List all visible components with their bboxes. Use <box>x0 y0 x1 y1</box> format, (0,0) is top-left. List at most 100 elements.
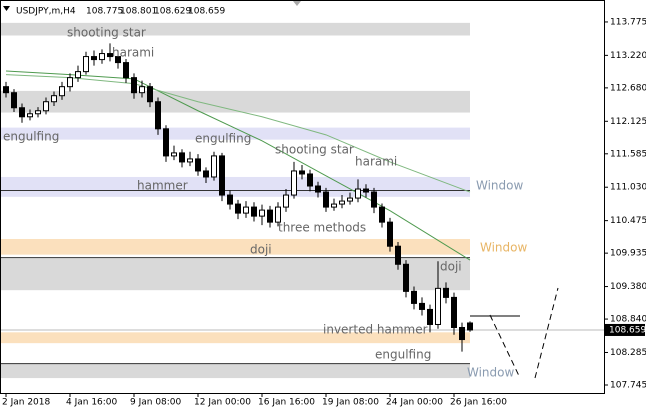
candle-body <box>451 296 457 328</box>
plot-frame <box>0 0 605 394</box>
candle-body <box>187 158 193 163</box>
x-tick-label: 26 Jan 16:00 <box>450 398 507 408</box>
candle-body <box>219 155 225 196</box>
candle-body <box>403 263 409 292</box>
candle-body <box>243 206 249 214</box>
candle-body <box>155 101 161 130</box>
y-tick-label: 108.285 <box>610 348 646 358</box>
candle-body <box>443 287 449 298</box>
x-tick-label: 4 Jan 16:00 <box>66 398 118 408</box>
x-tick-label: 2 Jan 2018 <box>2 398 50 408</box>
candle-body <box>59 86 65 97</box>
zone <box>0 238 470 255</box>
candle-body <box>435 287 441 325</box>
zone <box>0 176 470 197</box>
candle-body <box>331 203 337 208</box>
candle-body <box>235 203 241 214</box>
candle-body <box>107 53 113 58</box>
candle-body <box>363 188 369 193</box>
candle-body <box>371 191 377 208</box>
candle-body <box>275 206 281 223</box>
y-tick-label: 111.030 <box>610 183 646 193</box>
pattern-label: Window <box>480 241 528 255</box>
candle-body <box>283 194 289 208</box>
pattern-label: inverted hammer <box>323 323 428 337</box>
candle-body <box>251 206 257 217</box>
shift-marker <box>293 1 301 6</box>
candle-body <box>387 221 393 247</box>
candle-body <box>419 302 425 310</box>
candle-body <box>99 53 105 61</box>
candle-body <box>395 245 401 265</box>
zone <box>0 363 470 379</box>
pattern-label: doji <box>250 243 272 257</box>
moving-average <box>5 74 471 193</box>
pattern-label: Window <box>476 179 524 193</box>
x-tick-label: 19 Jan 08:00 <box>322 398 379 408</box>
candle-body <box>211 155 217 178</box>
price-label-box <box>605 323 645 336</box>
header-high: 108.801 <box>120 7 157 17</box>
candle-body <box>43 101 49 112</box>
candle-body <box>3 86 9 94</box>
zone <box>0 90 470 113</box>
y-tick-label: 110.475 <box>610 216 646 226</box>
candle-body <box>267 209 273 223</box>
candle-body <box>411 290 417 304</box>
pattern-label: hammer <box>137 179 188 193</box>
header: USDJPY,m,H4 108.775 108.801 108.629 108.… <box>3 6 225 17</box>
candle-body <box>75 71 81 79</box>
candle-body <box>195 158 201 172</box>
candle-body <box>323 191 329 208</box>
price-label: 108.659 <box>609 325 646 335</box>
y-tick-label: 112.125 <box>610 117 646 127</box>
pattern-label: Window <box>467 366 515 380</box>
candle-body <box>147 86 153 103</box>
candle-body <box>123 62 129 79</box>
candle-body <box>307 173 313 187</box>
zones <box>0 22 604 379</box>
candle-body <box>347 197 353 202</box>
candle-body <box>19 107 25 118</box>
header-close: 108.659 <box>188 7 225 17</box>
header-icon <box>3 6 10 11</box>
pattern-label: engulfing <box>3 130 59 144</box>
pattern-label: engulfing <box>375 348 431 362</box>
candle-body <box>355 188 361 199</box>
candle-body <box>467 322 473 331</box>
zone <box>0 22 470 36</box>
header-low: 108.629 <box>154 7 191 17</box>
candle-body <box>203 170 209 178</box>
y-tick-label: 111.585 <box>610 149 646 159</box>
x-tick-label: 9 Jan 08:00 <box>130 398 182 408</box>
candle-body <box>299 170 305 175</box>
y-tick-label: 113.775 <box>610 17 646 27</box>
x-tick-label: 16 Jan 16:00 <box>258 398 315 408</box>
candle-body <box>291 170 297 196</box>
candle-body <box>51 95 57 103</box>
projection-line <box>534 287 559 379</box>
candle-body <box>339 200 345 205</box>
pattern-label: shooting star <box>275 143 354 157</box>
candle-body <box>379 206 385 223</box>
candle-body <box>139 86 145 94</box>
y-tick-label: 109.935 <box>610 249 646 259</box>
candle-body <box>91 56 97 61</box>
candle-body <box>27 113 33 118</box>
candle-body <box>227 194 233 205</box>
plot <box>3 43 473 352</box>
candle-body <box>171 152 177 157</box>
pattern-label: harami <box>355 155 397 169</box>
y-tick-label: 107.745 <box>610 380 646 390</box>
zone <box>0 258 470 291</box>
candle-body <box>459 326 465 341</box>
x-tick-label: 12 Jan 00:00 <box>194 398 251 408</box>
header-open: 108.775 <box>86 7 123 17</box>
candle-body <box>67 77 73 88</box>
candle-body <box>115 56 121 64</box>
pattern-label: shooting star <box>67 26 146 40</box>
symbol: USDJPY,m,H4 <box>16 7 76 17</box>
y-tick-label: 108.840 <box>610 315 646 325</box>
candle-body <box>35 110 41 115</box>
